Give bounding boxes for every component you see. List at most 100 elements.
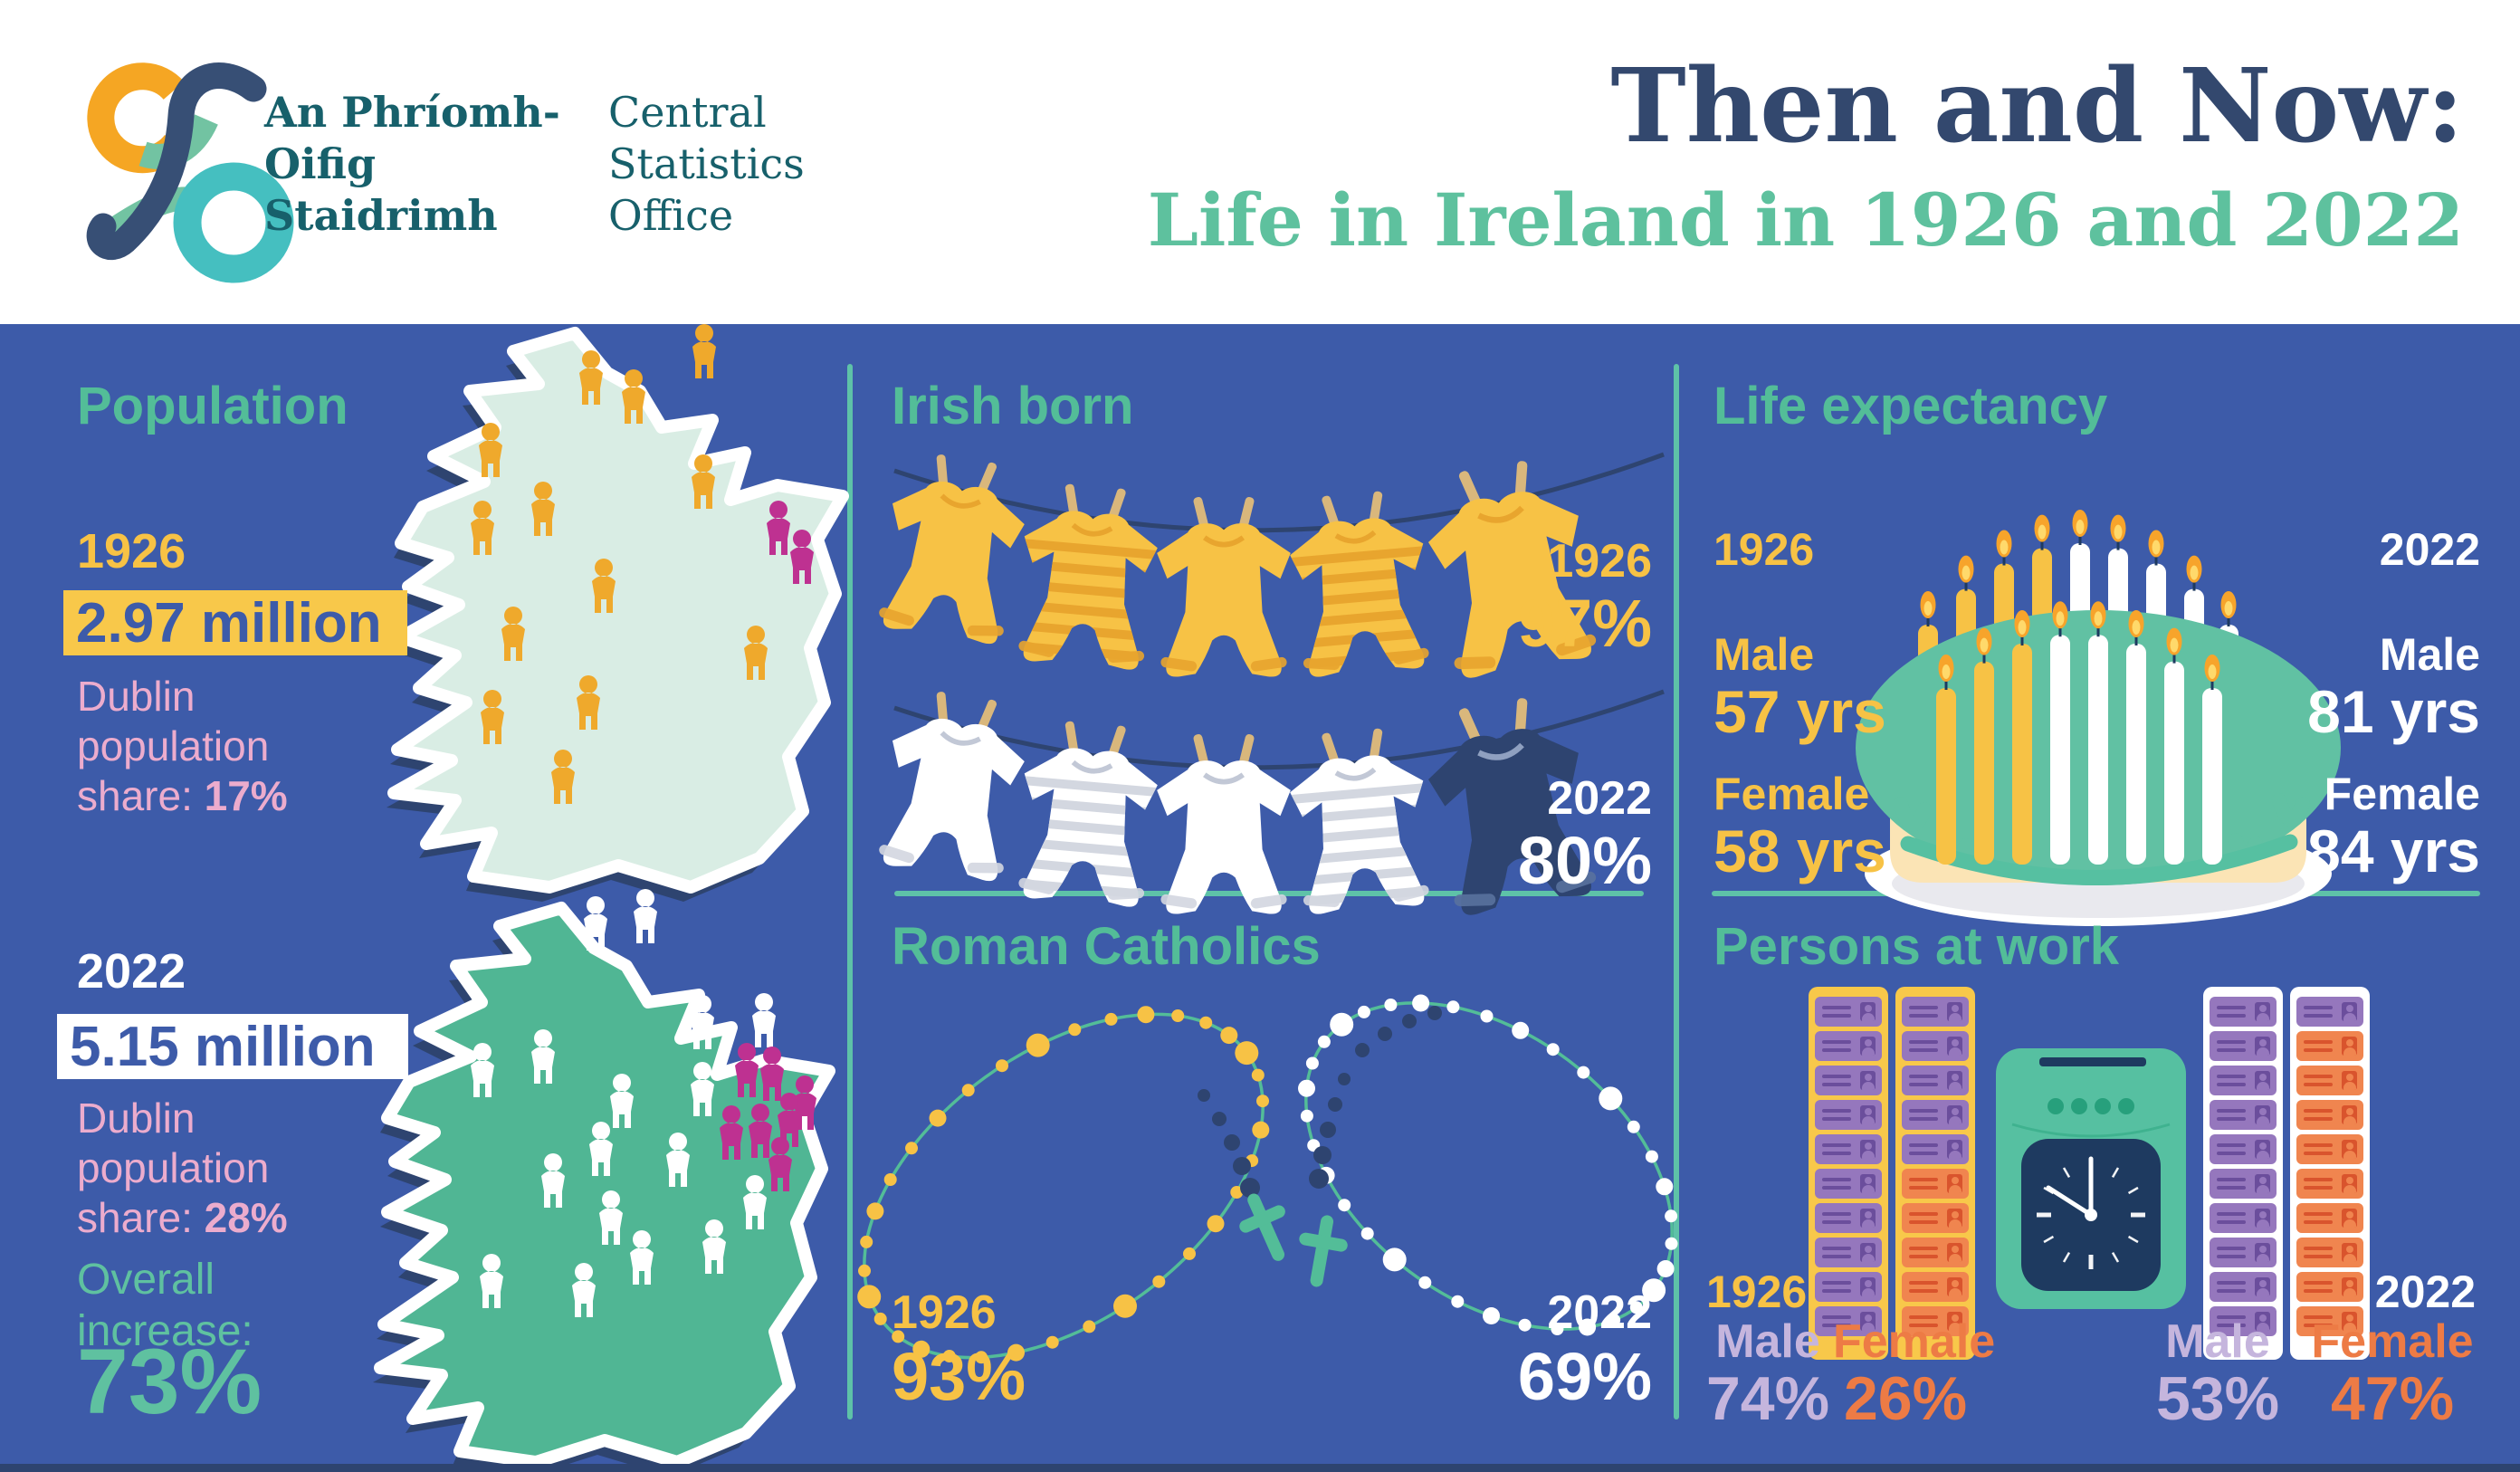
rosary-bead xyxy=(1577,1066,1590,1079)
rosary-bead xyxy=(1480,1009,1494,1023)
person-icon xyxy=(551,750,575,804)
worker-portrait-icon xyxy=(2342,1174,2357,1193)
worker-portrait-icon xyxy=(1860,1312,1876,1331)
work-1926-female-value: 26% xyxy=(1843,1364,1968,1433)
rosary-bead xyxy=(1317,1035,1331,1048)
punch-card-male xyxy=(1815,997,1882,1027)
candle-icon xyxy=(2126,610,2146,865)
section-heading-life-expectancy: Life expectancy xyxy=(1713,377,2108,435)
rosary-bead xyxy=(929,1109,947,1127)
baby-onesie-icon xyxy=(879,454,1025,645)
clothesline-wire xyxy=(893,452,1665,533)
person-icon xyxy=(577,675,600,730)
rosary-bead xyxy=(942,1350,956,1362)
worker-portrait-icon xyxy=(1947,1071,1962,1090)
overall-increase-label: Overall increase: xyxy=(77,1256,253,1355)
rosary-bead xyxy=(1512,1021,1530,1039)
worker-portrait-icon xyxy=(1947,1037,1962,1056)
worker-portrait-icon xyxy=(2255,1174,2270,1193)
overall-increase-value: 73% xyxy=(77,1330,262,1433)
rosary-bead xyxy=(1599,1086,1623,1111)
worker-portrait-icon xyxy=(1860,1209,1876,1228)
rosary-bead xyxy=(1171,1009,1185,1022)
person-icon xyxy=(744,626,768,680)
rosary-bead xyxy=(1402,1014,1417,1028)
population-2022-year: 2022 xyxy=(77,944,186,999)
punch-card-male xyxy=(1815,1100,1882,1130)
rosary-bead xyxy=(860,1235,873,1248)
population-2022-value: 5.15 million xyxy=(57,1014,408,1079)
candle-icon xyxy=(2050,601,2070,865)
punch-card-male xyxy=(1815,1272,1882,1302)
section-heading-irish-born: Irish born xyxy=(892,377,1134,435)
baby-onesie-icon xyxy=(1013,483,1160,670)
worker-portrait-icon xyxy=(1860,1105,1876,1124)
life-2022-female-label: Female xyxy=(2324,769,2480,819)
worker-portrait-icon xyxy=(2342,1140,2357,1159)
person-icon xyxy=(592,559,616,613)
rosary-bead xyxy=(857,1285,882,1309)
worker-portrait-icon xyxy=(1947,1209,1962,1228)
work-1926-year: 1926 xyxy=(1706,1266,1808,1317)
rosary-bead xyxy=(1137,1006,1155,1024)
baby-onesie-icon xyxy=(1157,497,1291,677)
rosary-bead xyxy=(996,1059,1008,1073)
divider-vertical-right xyxy=(1674,364,1679,1419)
life-1926-female-label: Female xyxy=(1713,769,1870,819)
person-icon xyxy=(622,369,645,424)
punch-card-male xyxy=(2210,1169,2277,1199)
punch-card-male xyxy=(2210,1306,2277,1336)
punch-card-female xyxy=(2296,1100,2363,1130)
irish-born-1926-year: 1926 xyxy=(1547,535,1652,588)
worker-portrait-icon xyxy=(2342,1243,2357,1262)
worker-portrait-icon xyxy=(2255,1002,2270,1021)
worker-portrait-icon xyxy=(1860,1037,1876,1056)
worker-portrait-icon xyxy=(1947,1277,1962,1296)
person-icon xyxy=(743,1175,767,1229)
page-subtitle: Life in Ireland in 1926 and 2022 xyxy=(1147,177,2464,263)
person-icon xyxy=(481,690,504,744)
candle-icon xyxy=(2012,610,2032,865)
birthday-cake-icon xyxy=(1856,510,2341,926)
baby-clothesline-illustration xyxy=(879,452,1665,915)
worker-portrait-icon xyxy=(1947,1243,1962,1262)
work-2022-year: 2022 xyxy=(2374,1266,2476,1317)
punch-card-female xyxy=(2296,1203,2363,1233)
punch-card-male xyxy=(2210,997,2277,1027)
rosary-bead xyxy=(1665,1237,1678,1250)
worker-portrait-icon xyxy=(2342,1037,2357,1056)
rosary-bead xyxy=(1305,1056,1319,1070)
dublin-share-2022: Dublin population share: 28% xyxy=(77,1094,348,1243)
rosary-bead xyxy=(1656,1260,1675,1277)
person-icon xyxy=(572,1263,596,1317)
worker-portrait-icon xyxy=(1860,1071,1876,1090)
person-icon xyxy=(589,1122,613,1176)
irish-born-2022-value: 80% xyxy=(1517,823,1652,898)
punch-card-male xyxy=(1815,1134,1882,1164)
punch-card-male xyxy=(2210,1066,2277,1095)
rosary-bead xyxy=(1207,1215,1225,1233)
cake-frosting-band xyxy=(1900,834,2298,885)
person-icon xyxy=(778,1093,801,1147)
rosary-bead xyxy=(1483,1307,1500,1324)
ireland-map-1926 xyxy=(387,324,849,902)
person-icon xyxy=(634,889,657,943)
person-icon xyxy=(501,607,525,661)
worker-portrait-icon xyxy=(2342,1105,2357,1124)
worker-portrait-icon xyxy=(2255,1105,2270,1124)
punch-card-male xyxy=(2210,1238,2277,1267)
worker-portrait-icon xyxy=(2255,1312,2270,1331)
punch-card-male xyxy=(1902,1031,1969,1061)
candle-icon xyxy=(2164,627,2184,865)
catholics-1926-year: 1926 xyxy=(892,1286,997,1339)
rosary-bead xyxy=(1320,1122,1336,1138)
rosary-bead xyxy=(1355,1043,1370,1057)
rosary-bead xyxy=(1642,1278,1666,1303)
person-icon xyxy=(531,1029,555,1084)
life-2022-year: 2022 xyxy=(2379,524,2480,575)
worker-portrait-icon xyxy=(2255,1209,2270,1228)
worker-portrait-icon xyxy=(1947,1140,1962,1159)
population-1926-year: 1926 xyxy=(77,524,186,578)
punch-card-male xyxy=(2210,1100,2277,1130)
